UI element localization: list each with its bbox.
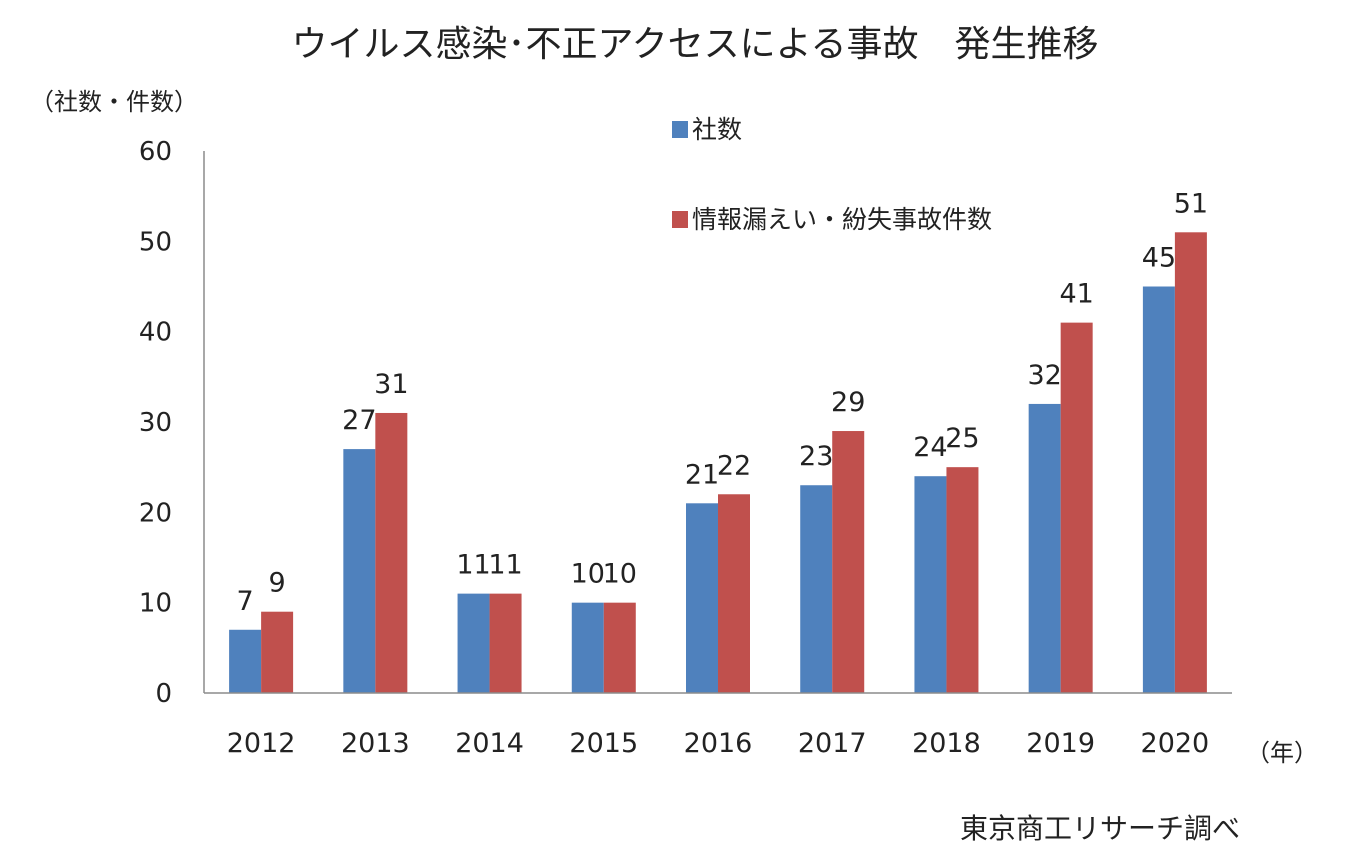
bar-value-label: 22 [717,450,751,481]
bar [718,494,750,693]
bar [832,431,865,693]
bar [229,629,262,693]
x-tick-label: 2017 [798,728,867,759]
bar [603,602,636,693]
axes [203,151,1232,694]
bar-value-label: 11 [488,550,522,581]
bar [457,593,490,693]
y-tick-label: 50 [139,227,172,257]
y-tick-label: 30 [139,408,172,438]
bar-value-label: 51 [1174,188,1208,219]
y-tick-label: 0 [155,679,172,709]
legend-label-incidents: 情報漏えい・紛失事故件数 [692,205,992,234]
legend-swatch-companies [672,121,688,138]
bar-value-label: 11 [456,550,490,581]
bar-value-label: 45 [1142,243,1176,274]
legend-label-companies: 社数 [692,115,742,144]
y-axis-unit-label: （社数・件数） [30,88,198,116]
bar [375,412,408,693]
bar [489,593,522,693]
y-tick-label: 20 [139,498,172,528]
x-tick-label: 2015 [569,728,638,759]
bar-value-label: 23 [799,441,833,472]
x-tick-label: 2016 [684,728,753,759]
y-tick-label: 10 [139,589,172,619]
x-tick-label: 2020 [1141,728,1210,759]
x-axis-labels: 2012 2013 2014 2015 2016 2017 2018 2019 2020 [227,728,1209,759]
bar-value-label: 25 [945,423,979,454]
bar-value-label: 24 [913,432,947,463]
y-tick-label: 60 [139,137,172,167]
bar [800,485,833,693]
bar-value-label: 9 [269,568,286,599]
bar [343,449,376,693]
bar [1060,322,1093,693]
bar-value-label: 21 [685,459,719,490]
x-tick-label: 2012 [227,728,296,759]
bar-value-label: 10 [603,559,637,590]
x-tick-label: 2014 [455,728,524,759]
legend: 社数 情報漏えい・紛失事故件数 [672,115,992,234]
bar-value-label: 7 [237,586,254,617]
chart-title: ウイルス感染･不正アクセスによる事故 発生推移 [291,24,1098,65]
bar [571,602,604,693]
bars [229,232,1207,694]
bar [1028,403,1061,693]
x-tick-label: 2019 [1026,728,1095,759]
x-tick-label: 2018 [912,728,981,759]
y-axis-ticks: 0 10 20 30 40 50 60 [139,137,172,709]
bar [1142,286,1175,693]
y-tick-label: 40 [139,318,172,348]
bar-value-label: 41 [1059,279,1093,310]
bar [946,467,979,693]
x-tick-label: 2013 [341,728,410,759]
bar-value-label: 32 [1027,360,1061,391]
bar-value-label: 29 [831,387,865,418]
source-note: 東京商工リサーチ調べ [960,812,1240,845]
bar [914,476,947,693]
x-axis-unit-label: （年） [1246,739,1318,767]
bar-value-label: 31 [374,369,408,400]
bar [1174,232,1207,694]
legend-swatch-incidents [672,211,688,228]
bar-value-label: 27 [342,405,376,436]
bar [261,611,294,693]
bar [686,503,718,693]
bar-value-label: 10 [571,559,605,590]
